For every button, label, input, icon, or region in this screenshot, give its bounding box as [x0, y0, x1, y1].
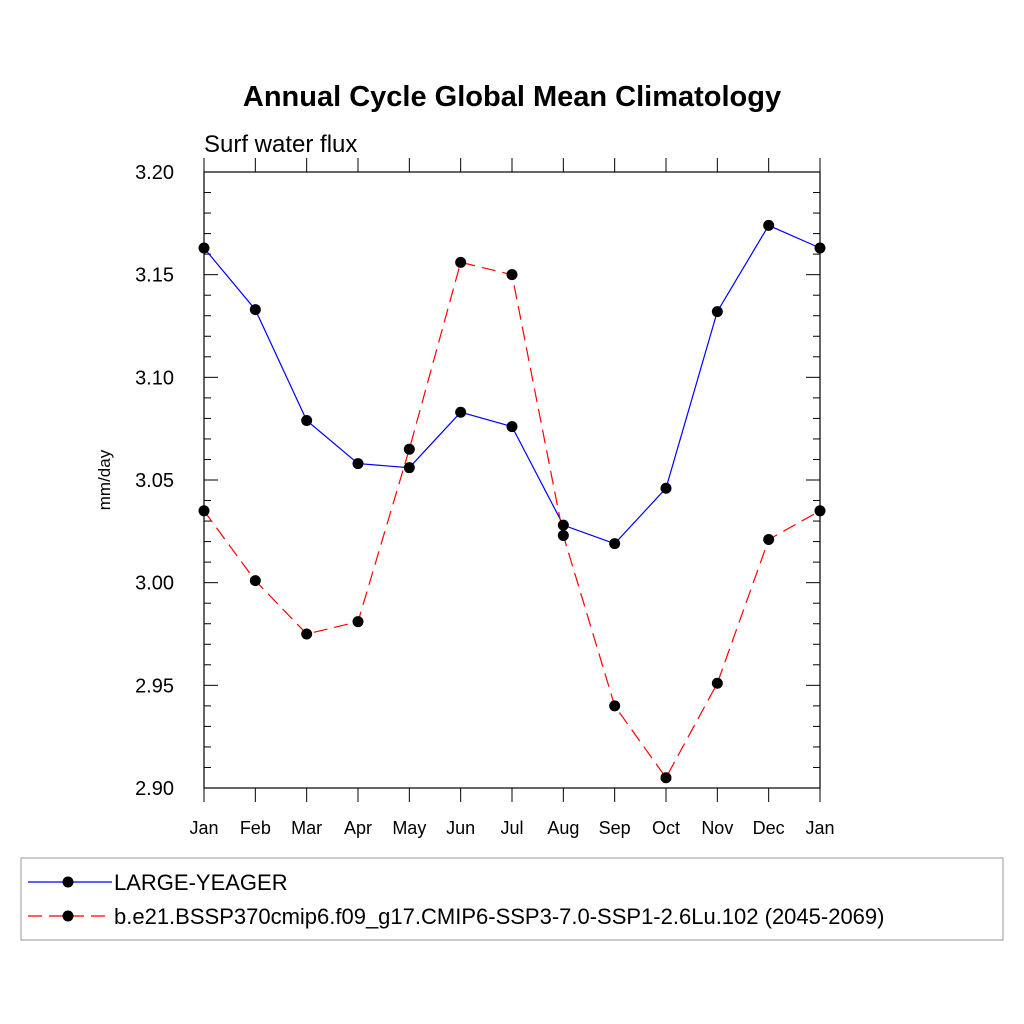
- series-1-point: [198, 242, 210, 254]
- y-tick-label: 2.90: [135, 778, 174, 800]
- legend-label-2: b.e21.BSSP370cmip6.f09_g17.CMIP6-SSP3-7.…: [114, 904, 884, 929]
- x-tick-label: Jul: [500, 818, 523, 838]
- y-tick-label: 2.95: [135, 675, 174, 697]
- series-line-2: [203, 261, 821, 779]
- y-tick-label: 3.15: [135, 265, 174, 287]
- series-1-point: [506, 421, 518, 433]
- y-tick-label: 3.20: [135, 162, 174, 184]
- series-1-point: [249, 304, 261, 316]
- legend-label-1: LARGE-YEAGER: [114, 870, 288, 895]
- series-1-point: [609, 538, 621, 550]
- x-tick-label: Jan: [805, 818, 834, 838]
- series-2-point: [455, 256, 467, 268]
- y-axis-label: mm/day: [95, 449, 114, 510]
- series-1-point: [557, 519, 569, 531]
- x-tick-label: Aug: [547, 818, 579, 838]
- series-layer: [198, 219, 826, 784]
- y-tick-label: 3.05: [135, 470, 174, 492]
- x-tick-label: Dec: [753, 818, 785, 838]
- series-2-point: [403, 443, 415, 455]
- series-1-point: [660, 482, 672, 494]
- legend: LARGE-YEAGER b.e21.BSSP370cmip6.f09_g17.C…: [28, 870, 884, 929]
- series-1-point: [403, 462, 415, 474]
- series-1-point: [763, 219, 775, 231]
- axis-ticks: 2.90 2.95 3.00 3.05 3.10 3.15 3.20 Jan Feb Mar Apr…: [135, 158, 835, 838]
- x-tick-label: Apr: [344, 818, 372, 838]
- chart-subtitle: Surf water flux: [204, 131, 357, 158]
- x-tick-label: Oct: [652, 818, 680, 838]
- series-1-point: [301, 414, 313, 426]
- x-tick-label: May: [392, 818, 426, 838]
- series-2-point: [198, 505, 210, 517]
- series-2-point: [711, 677, 723, 689]
- series-1-point: [352, 458, 364, 470]
- x-tick-label: Jun: [446, 818, 475, 838]
- x-tick-label: Jan: [189, 818, 218, 838]
- series-2-point: [557, 529, 569, 541]
- legend-marker-1: [62, 876, 74, 888]
- series-2-point: [609, 700, 621, 712]
- x-tick-label: Sep: [599, 818, 631, 838]
- series-1-point: [455, 406, 467, 418]
- x-tick-label: Feb: [240, 818, 271, 838]
- series-2-point: [763, 534, 775, 546]
- series-2-point: [814, 505, 826, 517]
- x-tick-label: Mar: [291, 818, 322, 838]
- series-2-point: [660, 772, 672, 784]
- series-1-point: [711, 306, 723, 318]
- y-tick-label: 3.10: [135, 367, 174, 389]
- series-2-point: [352, 616, 364, 628]
- y-tick-label: 3.00: [135, 573, 174, 595]
- legend-box: [20, 857, 1004, 941]
- series-2-point: [249, 575, 261, 587]
- plot-area: [203, 171, 821, 789]
- series-2-point: [301, 628, 313, 640]
- series-2-point: [506, 269, 518, 281]
- series-1-point: [814, 242, 826, 254]
- chart-title: Annual Cycle Global Mean Climatology: [243, 81, 781, 113]
- x-tick-label: Nov: [701, 818, 733, 838]
- legend-marker-2: [62, 910, 74, 922]
